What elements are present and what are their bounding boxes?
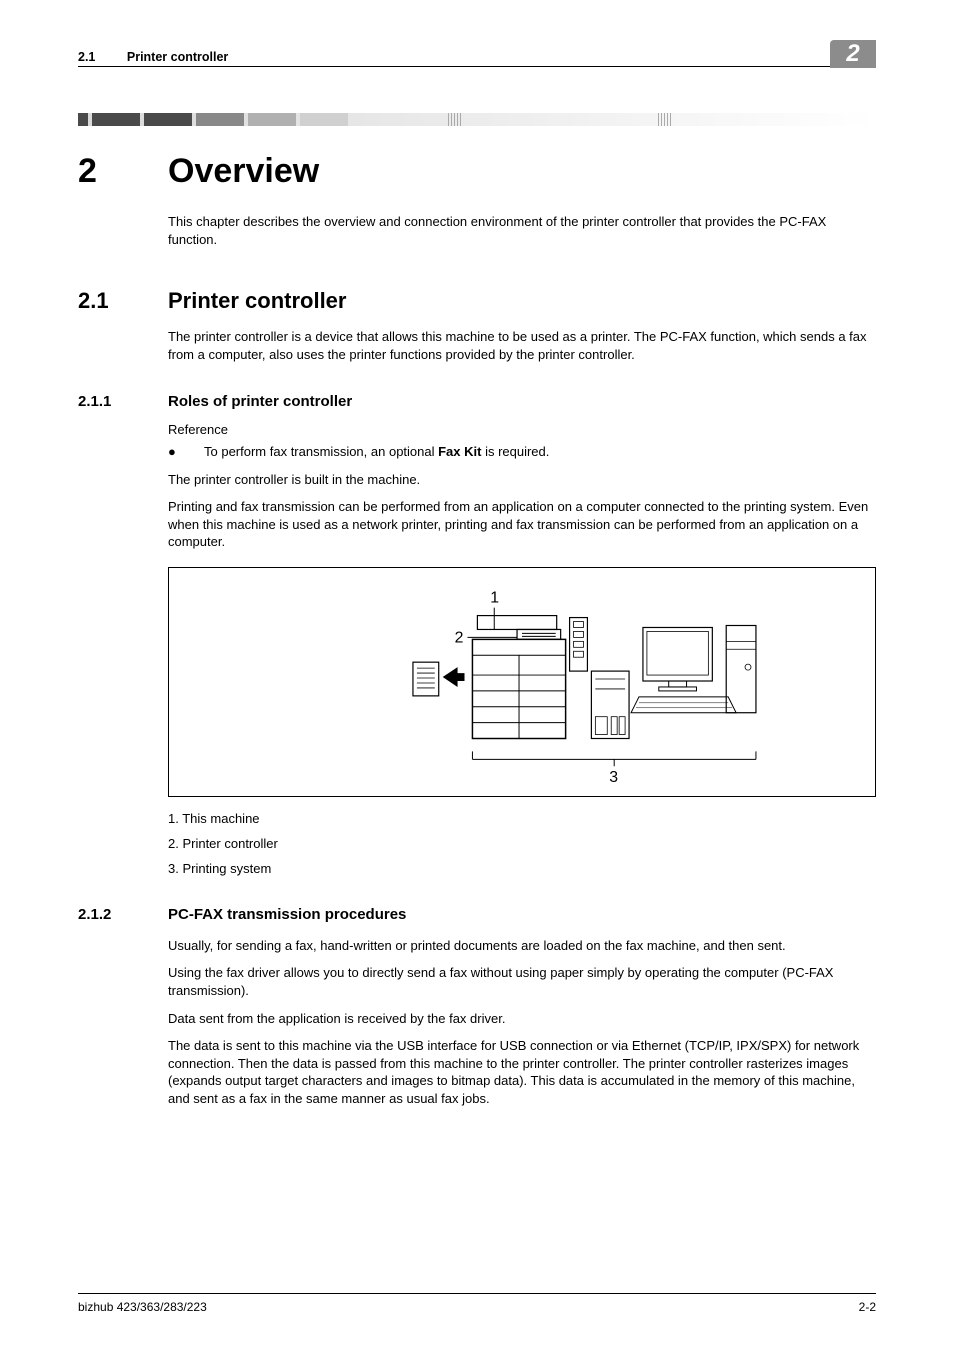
subsection-title: Roles of printer controller xyxy=(168,393,352,410)
diagram-svg: 1 2 xyxy=(169,568,875,796)
body-para: Data sent from the application is receiv… xyxy=(168,1010,876,1028)
page-header: 2.1 Printer controller 2 xyxy=(78,36,876,67)
figure-label-1: 1 xyxy=(490,590,499,607)
chapter-badge-num: 2 xyxy=(846,40,859,68)
subsection-title: PC-FAX transmission procedures xyxy=(168,906,406,923)
body-para: Using the fax driver allows you to direc… xyxy=(168,964,876,999)
legend-item-3: 3. Printing system xyxy=(168,861,876,876)
page: 2.1 Printer controller 2 2 Overview This… xyxy=(0,0,954,1350)
body-para: Printing and fax transmission can be per… xyxy=(168,498,876,551)
reference-label: Reference xyxy=(168,422,876,437)
chapter-number: 2 xyxy=(78,152,168,191)
header-left: 2.1 Printer controller xyxy=(78,50,228,64)
chapter-badge: 2 xyxy=(830,40,876,68)
body-para: The printer controller is built in the m… xyxy=(168,471,876,489)
legend-item-2: 2. Printer controller xyxy=(168,836,876,851)
section-title: Printer controller xyxy=(168,288,346,314)
bullet-marker: ● xyxy=(168,443,204,461)
figure-label-2: 2 xyxy=(455,629,464,646)
bullet-item: ● To perform fax transmission, an option… xyxy=(168,443,876,461)
section-2-1-para: The printer controller is a device that … xyxy=(168,328,876,363)
section-2-1-2-heading: 2.1.2 PC-FAX transmission procedures xyxy=(168,906,876,923)
bullet-text: To perform fax transmission, an optional… xyxy=(204,443,549,461)
body-para: The data is sent to this machine via the… xyxy=(168,1037,876,1107)
section-number: 2.1 xyxy=(78,288,168,314)
chapter-intro: This chapter describes the overview and … xyxy=(168,213,876,248)
header-section-num: 2.1 xyxy=(78,50,95,64)
footer-page-num: 2-2 xyxy=(859,1300,876,1314)
chapter-title: Overview xyxy=(168,152,319,191)
section-2-1-1-heading: 2.1.1 Roles of printer controller xyxy=(168,393,876,410)
decorative-bar xyxy=(78,113,876,126)
subsection-number: 2.1.2 xyxy=(78,906,168,923)
subsection-number: 2.1.1 xyxy=(78,393,168,410)
footer-product: bizhub 423/363/283/223 xyxy=(78,1300,207,1314)
chapter-heading: 2 Overview xyxy=(168,152,876,191)
figure-printer-system: 1 2 xyxy=(168,567,876,797)
figure-label-3: 3 xyxy=(609,769,618,786)
content-area: 2 Overview This chapter describes the ov… xyxy=(78,152,876,1107)
body-para: Usually, for sending a fax, hand-written… xyxy=(168,937,876,955)
legend-item-1: 1. This machine xyxy=(168,811,876,826)
section-2-1-heading: 2.1 Printer controller xyxy=(168,288,876,314)
page-footer: bizhub 423/363/283/223 2-2 xyxy=(78,1293,876,1314)
header-section-title: Printer controller xyxy=(127,50,228,64)
